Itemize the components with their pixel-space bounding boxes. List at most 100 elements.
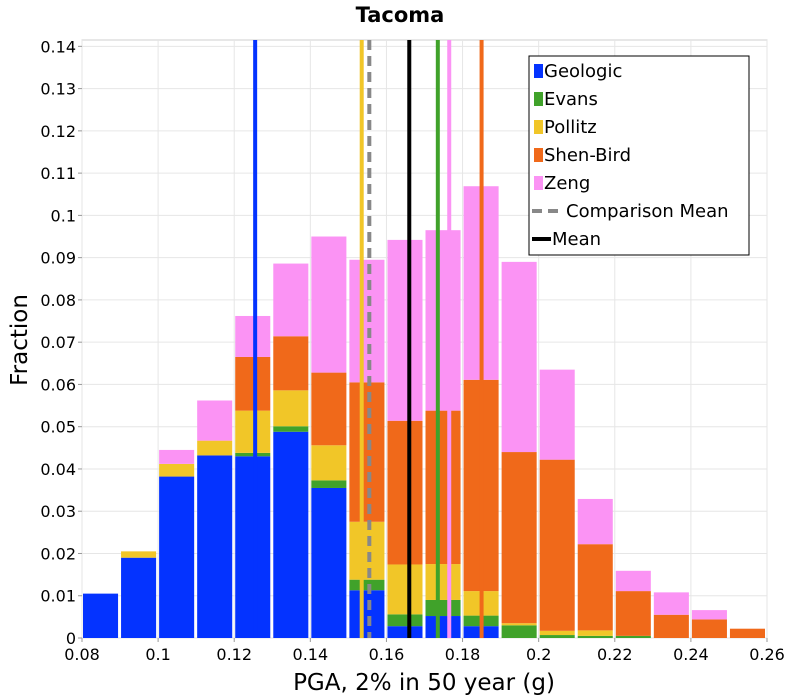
bar-shen-bird [691,619,727,638]
y-tick-label: 0.08 [40,291,76,310]
x-tick-label: 0.22 [597,645,633,664]
legend-label-shen-bird: Shen-Bird [544,145,631,166]
bar-geologic [197,455,233,638]
y-tick-label: 0.01 [40,587,76,606]
bar-shen-bird [501,452,537,624]
y-tick-label: 0.03 [40,502,76,521]
y-tick-label: 0.04 [40,460,76,479]
x-tick-label: 0.24 [673,645,709,664]
y-tick-label: 0.14 [40,37,76,56]
bar-shen-bird [273,336,309,391]
y-tick-label: 0.11 [40,164,76,183]
x-axis-label: PGA, 2% in 50 year (g) [293,670,555,696]
legend-swatch-geologic [534,64,543,78]
mean-lines-layer [253,40,484,638]
x-tick-label: 0.14 [293,645,329,664]
bar-evans [311,480,347,488]
y-tick-label: 0.07 [40,333,76,352]
bar-zeng [615,570,651,592]
bar-pollitz [159,463,195,477]
legend-label-geologic: Geologic [544,61,622,82]
y-axis-label: Fraction [7,294,33,386]
bar-evans [501,625,537,638]
bar-shen-bird [653,614,689,638]
y-tick-label: 0.1 [51,206,76,225]
bar-zeng [691,610,727,620]
y-tick-label: 0.02 [40,544,76,563]
bar-zeng [235,315,271,357]
bar-pollitz [349,521,385,580]
y-tick-label: 0.06 [40,375,76,394]
bar-evans [387,614,423,627]
bar-pollitz [311,445,347,481]
grid-layer [81,40,768,639]
bar-evans [539,635,575,638]
x-tick-label: 0.26 [749,645,785,664]
bar-evans [349,579,385,591]
bar-zeng [197,400,233,441]
legend: Geologic Evans Pollitz Shen-Bird Zeng Compari… [528,55,750,256]
bar-zeng [349,259,385,383]
legend-swatch-shen-bird [534,148,543,162]
x-tick-label: 0.16 [369,645,405,664]
bar-geologic [311,487,347,638]
bar-evans [235,452,271,457]
bar-evans [577,635,613,638]
bar-shen-bird [729,628,765,638]
bar-evans [615,635,651,638]
bar-zeng [539,369,575,460]
bar-geologic [121,557,157,638]
bar-shen-bird [425,410,461,565]
bars-layer [83,186,765,638]
bar-zeng [311,236,347,373]
bar-evans [425,599,461,617]
y-tick-label: 0 [66,629,76,648]
legend-swatch-evans [534,92,543,106]
bar-pollitz [121,551,157,558]
bar-geologic [387,626,423,638]
bar-geologic [159,476,195,638]
bar-shen-bird [349,382,385,522]
legend-label-pollitz: Pollitz [544,117,597,138]
bar-zeng [159,449,195,464]
x-tick-label: 0.1 [145,645,170,664]
bar-shen-bird [311,372,347,446]
legend-swatch-pollitz [534,120,543,134]
legend-label-comparison-mean: Comparison Mean [566,201,729,222]
y-tick-label: 0.13 [40,80,76,99]
bar-pollitz [425,564,461,600]
bar-zeng [577,498,613,545]
legend-label-evans: Evans [544,89,598,110]
y-tick-label: 0.05 [40,418,76,437]
bar-geologic [349,590,385,638]
bar-evans [273,426,309,432]
bar-shen-bird [615,591,651,636]
legend-box [528,55,750,256]
bar-geologic [425,616,461,638]
bar-shen-bird [387,420,423,565]
legend-label-zeng: Zeng [544,173,590,194]
bar-pollitz [197,440,233,456]
legend-swatch-zeng [534,176,543,190]
axes-layer: 0 0.01 0.02 0.03 0.04 0.05 0.06 0.07 0.08 0.09 0.1… [40,37,784,664]
bar-geologic [83,593,119,638]
bar-zeng [273,263,309,337]
bar-zeng [387,239,423,421]
bar-pollitz [273,390,309,427]
x-tick-label: 0.2 [526,645,551,664]
bar-geologic [273,431,309,638]
bar-shen-bird [235,356,271,411]
bar-zeng [425,230,461,411]
bar-shen-bird [577,544,613,631]
bar-zeng [501,261,537,453]
bar-geologic [235,456,271,638]
bar-pollitz [501,623,537,626]
x-tick-label: 0.12 [216,645,252,664]
x-tick-label: 0.08 [64,645,100,664]
legend-label-mean: Mean [552,229,601,250]
bar-zeng [653,592,689,615]
y-tick-label: 0.12 [40,122,76,141]
x-tick-label: 0.18 [445,645,481,664]
bar-pollitz [387,564,423,615]
